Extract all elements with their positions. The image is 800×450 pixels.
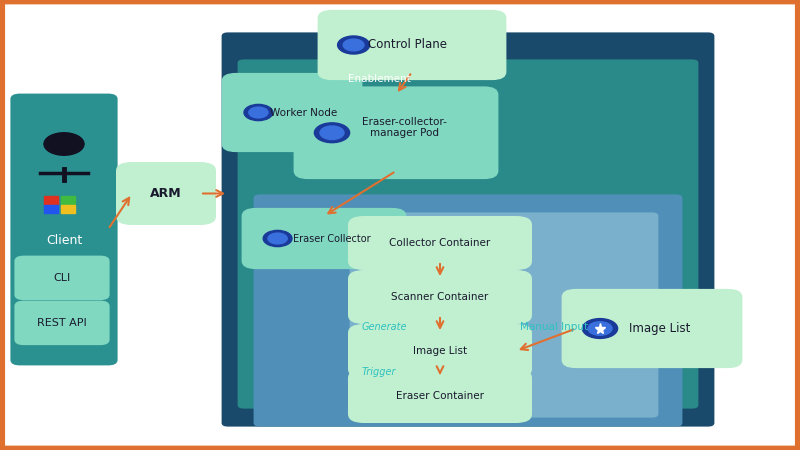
FancyBboxPatch shape — [116, 162, 216, 225]
Text: REST API: REST API — [37, 318, 87, 328]
Circle shape — [268, 233, 287, 244]
FancyBboxPatch shape — [348, 270, 532, 324]
Text: Worker Node: Worker Node — [270, 108, 338, 117]
FancyBboxPatch shape — [348, 324, 532, 378]
Text: Image List: Image List — [413, 346, 467, 356]
FancyBboxPatch shape — [254, 194, 682, 427]
FancyBboxPatch shape — [318, 10, 506, 80]
Text: Scanner Container: Scanner Container — [391, 292, 489, 302]
Text: ARM: ARM — [150, 187, 182, 200]
FancyBboxPatch shape — [14, 256, 110, 300]
Polygon shape — [44, 196, 58, 204]
FancyBboxPatch shape — [348, 369, 532, 423]
FancyBboxPatch shape — [238, 59, 698, 409]
FancyBboxPatch shape — [562, 289, 742, 368]
Circle shape — [343, 39, 364, 51]
Circle shape — [588, 322, 612, 335]
FancyBboxPatch shape — [242, 208, 406, 269]
Text: Eraser Collector: Eraser Collector — [293, 234, 371, 243]
FancyBboxPatch shape — [350, 212, 658, 418]
Circle shape — [249, 107, 268, 118]
Text: Collector Container: Collector Container — [390, 238, 490, 248]
FancyBboxPatch shape — [222, 73, 362, 152]
Text: Trigger: Trigger — [362, 367, 396, 377]
Circle shape — [263, 230, 292, 247]
Text: Eraser-collector-
manager Pod: Eraser-collector- manager Pod — [362, 117, 446, 138]
Text: Control Plane: Control Plane — [369, 39, 447, 51]
Text: CLI: CLI — [54, 273, 70, 283]
Text: Generate: Generate — [362, 322, 407, 332]
Text: Client: Client — [46, 234, 82, 247]
Polygon shape — [61, 196, 75, 204]
Circle shape — [44, 133, 84, 155]
Circle shape — [320, 126, 344, 140]
FancyBboxPatch shape — [348, 216, 532, 270]
Circle shape — [338, 36, 370, 54]
Circle shape — [314, 123, 350, 143]
FancyBboxPatch shape — [294, 86, 498, 179]
FancyBboxPatch shape — [222, 32, 714, 427]
Text: Image List: Image List — [630, 322, 690, 335]
Circle shape — [582, 319, 618, 338]
FancyBboxPatch shape — [10, 94, 118, 365]
Polygon shape — [44, 205, 58, 213]
Text: Manual Input: Manual Input — [520, 322, 588, 332]
Text: Eraser Container: Eraser Container — [396, 391, 484, 401]
Circle shape — [244, 104, 273, 121]
FancyBboxPatch shape — [14, 301, 110, 345]
Polygon shape — [61, 205, 75, 213]
Text: Enablement: Enablement — [348, 74, 410, 84]
